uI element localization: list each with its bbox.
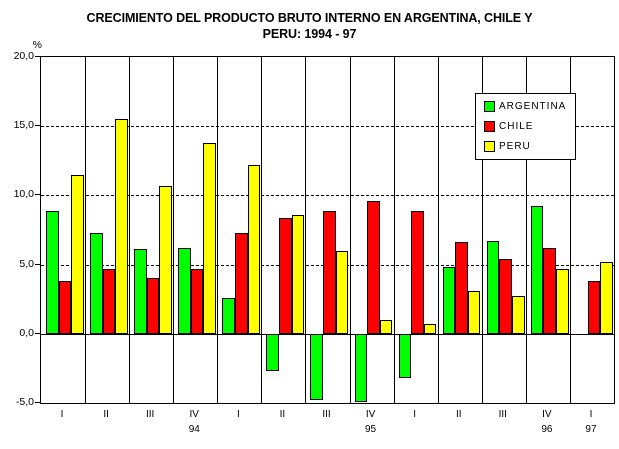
y-tick-label--5: -5,0 [15, 396, 34, 408]
bar-chile-II-94 [102, 268, 116, 334]
legend-label-argentina: ARGENTINA [499, 101, 567, 113]
bar-chile-II-96 [455, 242, 468, 334]
x-label-3-IV: IV [189, 409, 199, 420]
y-tick-label-10: 10,0 [13, 188, 34, 201]
bar-peru-IV-94 [203, 142, 217, 334]
legend-box: ARGENTINA CHILE PERU [475, 93, 576, 160]
bar-chile-I-95 [234, 232, 248, 334]
bar-chile-II-95 [278, 217, 292, 334]
year-label-96: 96 [541, 424, 553, 435]
bar-peru-II-94 [115, 119, 128, 334]
bar-argentina-II-94 [90, 232, 103, 334]
y-tick-mark-20 [35, 56, 40, 57]
bar-argentina-IV-95 [354, 333, 368, 402]
y-tick-label-20: 20,0 [13, 50, 34, 62]
y-tick-label-5: 5,0 [19, 257, 34, 270]
bar-argentina-III-96 [486, 241, 500, 334]
legend-item-peru: PERU [484, 139, 575, 153]
x-label-2-III: III [146, 409, 155, 420]
group-separator-4 [217, 57, 219, 403]
year-label-95: 95 [365, 424, 377, 435]
group-separator-12 [569, 57, 571, 403]
bar-argentina-IV-96 [530, 206, 544, 334]
bar-chile-IV-94 [190, 268, 204, 334]
bar-chile-I-97 [587, 281, 601, 334]
bar-argentina-III-94 [134, 249, 147, 334]
y-tick-mark-0 [35, 332, 40, 334]
bar-argentina-I-96 [398, 333, 412, 379]
bar-peru-I-97 [600, 261, 613, 334]
x-label-6-III: III [322, 409, 331, 420]
plot-area [40, 56, 615, 404]
group-separator-1 [85, 57, 87, 403]
group-separator-5 [261, 57, 263, 403]
x-label-11-IV: IV [542, 409, 552, 420]
gridline-15 [41, 126, 614, 128]
y-tick-label-15: 15,0 [13, 119, 34, 132]
x-label-12-I: I [589, 409, 593, 420]
year-label-94: 94 [188, 424, 200, 435]
x-label-7-IV: IV [365, 409, 376, 420]
bar-peru-I-95 [247, 164, 261, 334]
group-separator-10 [481, 57, 483, 403]
bar-argentina-III-95 [310, 333, 324, 401]
year-label-97: 97 [585, 424, 597, 435]
chart-title-line1: CRECIMIENTO DEL PRODUCTO BRUTO INTERNO E… [86, 11, 533, 25]
bar-peru-III-96 [511, 296, 525, 334]
group-separator-9 [437, 57, 439, 403]
argentina-color-swatch [484, 101, 495, 113]
x-label-0-I: I [60, 409, 64, 420]
x-label-4-I: I [236, 409, 240, 420]
bar-chile-IV-96 [543, 247, 557, 334]
group-separator-8 [393, 57, 395, 403]
chile-color-swatch [484, 120, 495, 132]
peru-color-swatch [484, 140, 495, 152]
group-separator-7 [349, 57, 351, 403]
bar-chile-III-96 [499, 259, 512, 334]
legend-item-argentina: ARGENTINA [484, 100, 575, 114]
bar-chile-III-94 [146, 278, 160, 334]
bar-peru-IV-96 [556, 268, 569, 334]
x-label-1-II: II [103, 409, 109, 420]
bar-argentina-II-96 [442, 267, 456, 334]
y-tick-mark-10 [35, 194, 40, 196]
group-separator-3 [173, 57, 175, 403]
legend-label-chile: CHILE [499, 120, 534, 132]
group-separator-2 [129, 57, 131, 403]
y-tick-mark-15 [35, 125, 40, 127]
bar-chile-I-96 [411, 210, 424, 334]
bar-peru-II-96 [467, 290, 481, 334]
zero-axis-line [41, 333, 614, 335]
bar-peru-I-96 [423, 324, 437, 334]
y-tick-label-0: 0,0 [19, 326, 34, 339]
chart-title-line2: PERU: 1994 - 97 [262, 27, 357, 41]
bar-peru-III-95 [335, 250, 349, 334]
bar-chile-III-95 [323, 210, 336, 334]
y-tick-mark-5 [35, 263, 40, 265]
x-label-8-I: I [413, 409, 417, 420]
legend-item-chile: CHILE [484, 119, 575, 133]
bar-peru-IV-95 [379, 319, 393, 334]
bar-argentina-I-94 [46, 210, 59, 334]
y-tick-mark--5 [35, 402, 40, 403]
x-label-9-II: II [455, 409, 462, 420]
bar-peru-I-94 [71, 174, 84, 334]
bar-peru-II-95 [291, 214, 305, 334]
bar-chile-I-94 [58, 281, 72, 334]
legend-label-peru: PERU [499, 140, 531, 152]
bar-argentina-I-95 [222, 297, 235, 334]
bar-argentina-II-95 [266, 333, 279, 372]
bar-argentina-IV-94 [178, 247, 191, 334]
y-axis-unit-label: % [32, 39, 42, 51]
bar-peru-III-94 [159, 185, 172, 334]
group-separator-11 [525, 57, 527, 403]
bar-chile-IV-95 [367, 200, 380, 334]
gridline-10 [41, 195, 614, 197]
x-label-5-II: II [279, 409, 286, 420]
group-separator-6 [305, 57, 307, 403]
x-label-10-III: III [498, 409, 507, 420]
